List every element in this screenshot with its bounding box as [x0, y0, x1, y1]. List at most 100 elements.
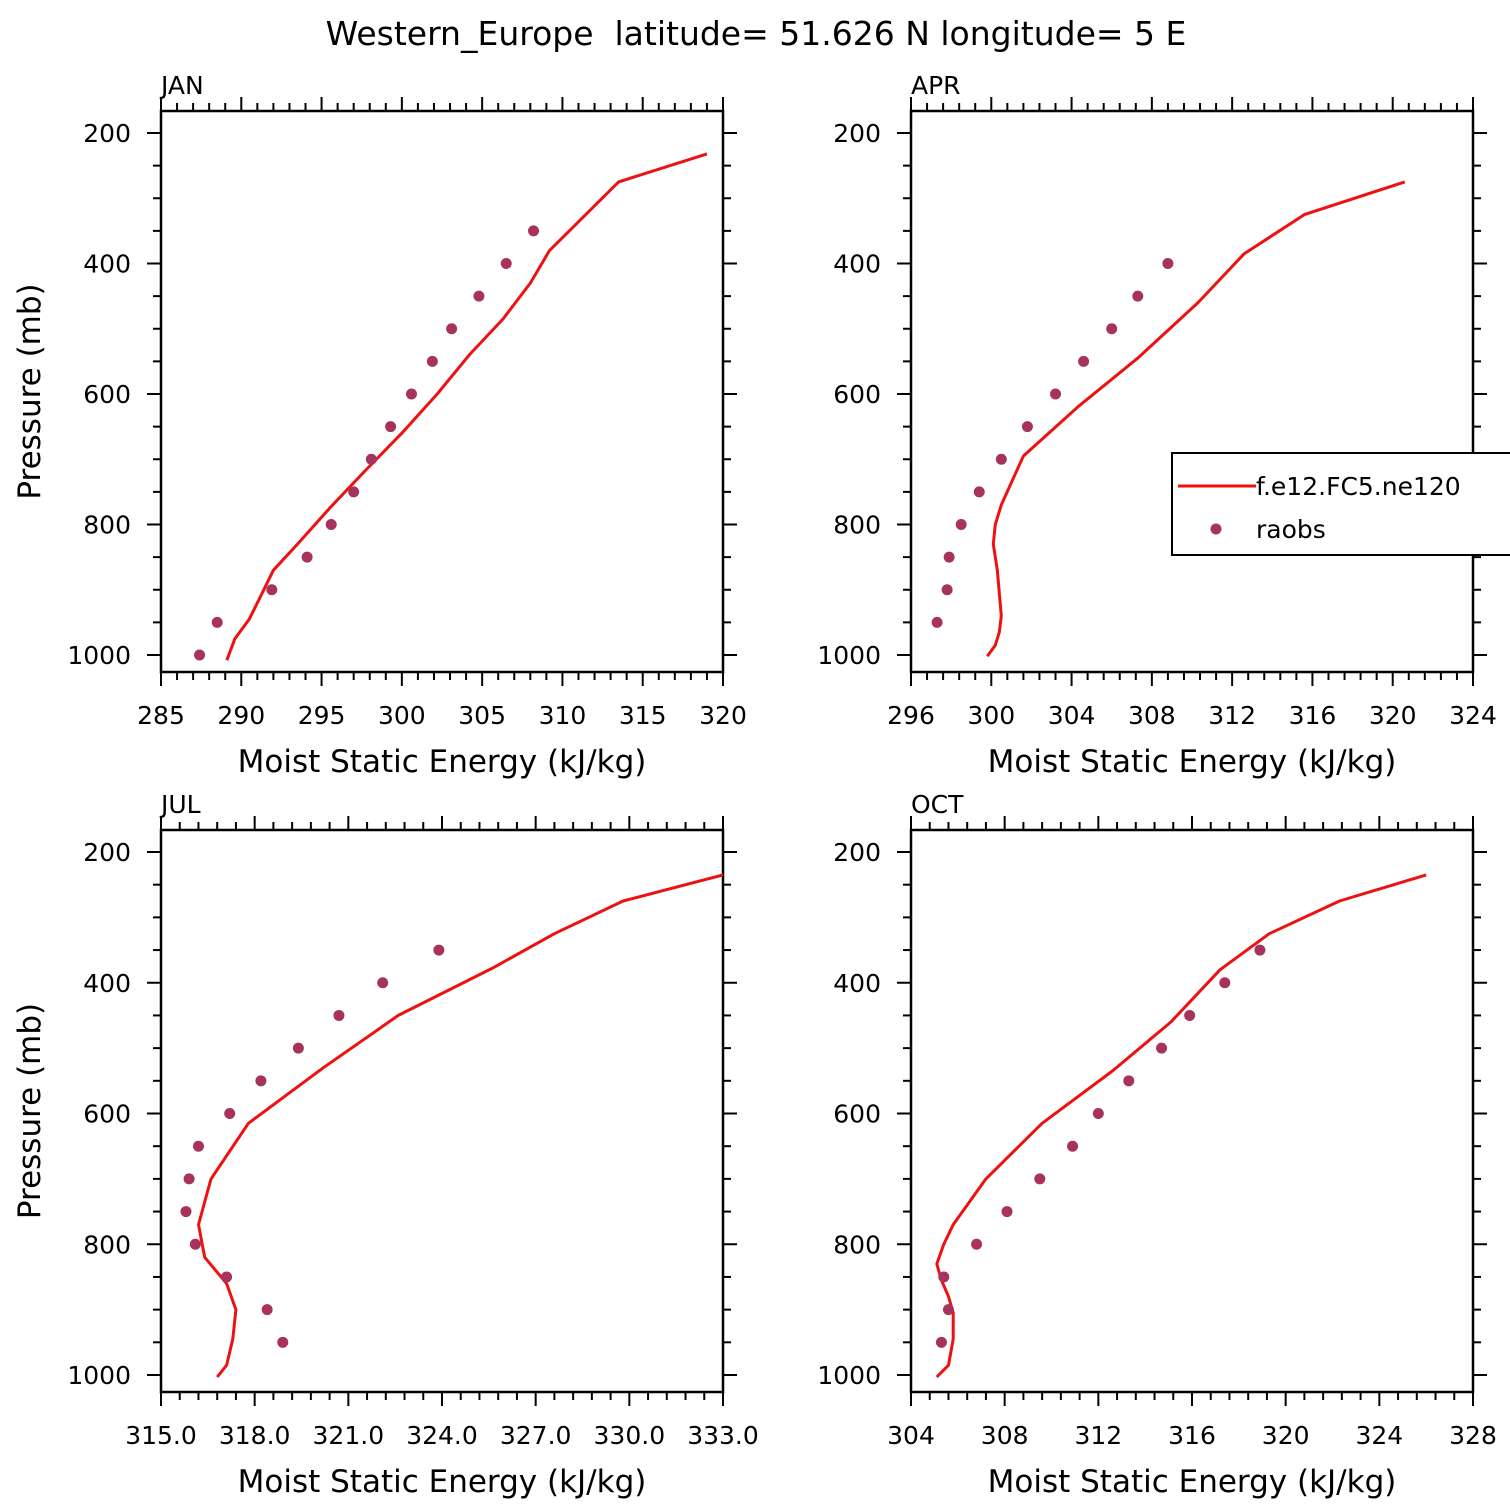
raobs-point: [183, 1173, 195, 1185]
raobs-point: [255, 1075, 267, 1087]
panel-jul: JUL 315.0 318.0 321.0 324.0 327.0 330.0 333.0 20…: [12, 790, 759, 1500]
raobs-point: [943, 551, 955, 563]
raobs-point: [1067, 1140, 1079, 1152]
raobs-point: [426, 355, 438, 367]
raobs-point: [938, 1271, 950, 1283]
raobs-point: [333, 1009, 345, 1021]
y-tick-label: 200: [83, 838, 131, 867]
panel-title: JAN: [159, 71, 204, 100]
y-tick-label: 400: [833, 969, 881, 998]
raobs-point: [277, 1336, 289, 1348]
raobs-point: [261, 1304, 273, 1316]
raobs-point: [1162, 258, 1174, 269]
raobs-point: [1001, 1206, 1013, 1218]
x-tick-label: 315: [619, 701, 667, 730]
raobs-point: [1034, 1173, 1046, 1185]
y-tick-label: 1000: [67, 1361, 131, 1390]
raobs-point: [1021, 421, 1033, 433]
x-tick-label: 327.0: [500, 1421, 572, 1450]
x-tick-label: 316: [1168, 1421, 1216, 1450]
x-tick-label: 300: [378, 701, 426, 730]
x-tick-label: 320: [1262, 1421, 1310, 1450]
raobs-point: [1078, 355, 1090, 367]
raobs-point: [995, 453, 1007, 465]
model-line: [225, 152, 708, 661]
x-tick-label: 312: [1074, 1421, 1122, 1450]
plot-frame: [909, 109, 1475, 674]
raobs-point: [189, 1238, 201, 1250]
panel-title: OCT: [911, 790, 964, 819]
y-tick-label: 600: [83, 380, 131, 409]
model-line: [197, 873, 723, 1378]
raobs-point: [292, 1042, 304, 1054]
y-tick-label: 600: [833, 1100, 881, 1129]
raobs-point: [942, 1304, 954, 1316]
raobs-point: [365, 453, 377, 465]
x-tick-label: 316: [1289, 701, 1337, 730]
raobs-point: [935, 1336, 947, 1348]
raobs-point: [433, 944, 445, 956]
panel-title: JUL: [159, 790, 201, 819]
y-axis-label: Pressure (mb): [12, 1003, 48, 1219]
raobs-point: [1123, 1075, 1135, 1087]
raobs-point: [405, 388, 417, 400]
x-tick-label: 312: [1208, 701, 1256, 730]
raobs-point: [1219, 977, 1231, 989]
y-axis-label: Pressure (mb): [12, 283, 48, 499]
y-tick-label: 200: [833, 838, 881, 867]
raobs-point: [192, 1140, 204, 1152]
y-tick-label: 800: [83, 511, 131, 540]
raobs-point: [973, 486, 985, 498]
x-tick-label: 324.0: [406, 1421, 478, 1450]
raobs-point: [301, 551, 313, 563]
plot-frame: [159, 828, 725, 1394]
model-line: [935, 873, 1427, 1379]
y-tick-label: 200: [833, 119, 881, 148]
y-tick-label: 1000: [817, 1361, 881, 1390]
y-tick-label: 600: [833, 380, 881, 409]
raobs-point: [931, 616, 943, 628]
raobs-point: [1254, 944, 1266, 956]
x-tick-label: 330.0: [594, 1421, 666, 1450]
y-tick-label: 1000: [67, 641, 131, 670]
raobs-point: [955, 519, 967, 530]
raobs-point: [1184, 1009, 1196, 1021]
x-tick-label: 320: [699, 701, 747, 730]
x-tick-label: 285: [137, 701, 185, 730]
raobs-point: [325, 519, 337, 530]
x-tick-label: 320: [1369, 701, 1417, 730]
raobs-point: [211, 616, 223, 628]
raobs-point: [446, 323, 458, 335]
raobs-point: [194, 649, 206, 661]
raobs-point: [500, 258, 512, 269]
plot-frame: [909, 828, 1475, 1394]
x-axis-label: Moist Static Energy (kJ/kg): [988, 1464, 1397, 1500]
x-tick-label: 324: [1449, 701, 1497, 730]
x-tick-label: 321.0: [313, 1421, 385, 1450]
x-tick-label: 315.0: [125, 1421, 197, 1450]
panel-jan: JAN 285 290 295 300 305 310 315 320 200 400 600 800 1…: [12, 71, 747, 780]
raobs-point: [1050, 388, 1062, 400]
x-tick-label: 304: [1048, 701, 1096, 730]
raobs-point: [180, 1206, 192, 1218]
x-tick-label: 305: [458, 701, 506, 730]
raobs-point: [1132, 290, 1144, 302]
raobs-point: [377, 977, 389, 989]
x-axis-label: Moist Static Energy (kJ/kg): [238, 744, 647, 780]
x-tick-label: 300: [967, 701, 1015, 730]
y-tick-label: 800: [833, 1230, 881, 1259]
raobs-point: [385, 421, 397, 433]
x-tick-label: 295: [298, 701, 346, 730]
raobs-point: [528, 225, 540, 237]
x-tick-label: 318.0: [219, 1421, 291, 1450]
raobs-point: [266, 584, 278, 596]
model-line: [986, 180, 1406, 658]
x-axis-label: Moist Static Energy (kJ/kg): [988, 744, 1397, 780]
raobs-point: [224, 1108, 236, 1119]
raobs-point: [221, 1271, 233, 1283]
panel-title: APR: [911, 71, 961, 100]
legend-point-swatch: [1210, 523, 1222, 535]
panel-apr: APR 296 300 304 308 312 316 320 324 200 400 600 800 1…: [817, 71, 1510, 780]
y-tick-label: 400: [833, 250, 881, 279]
